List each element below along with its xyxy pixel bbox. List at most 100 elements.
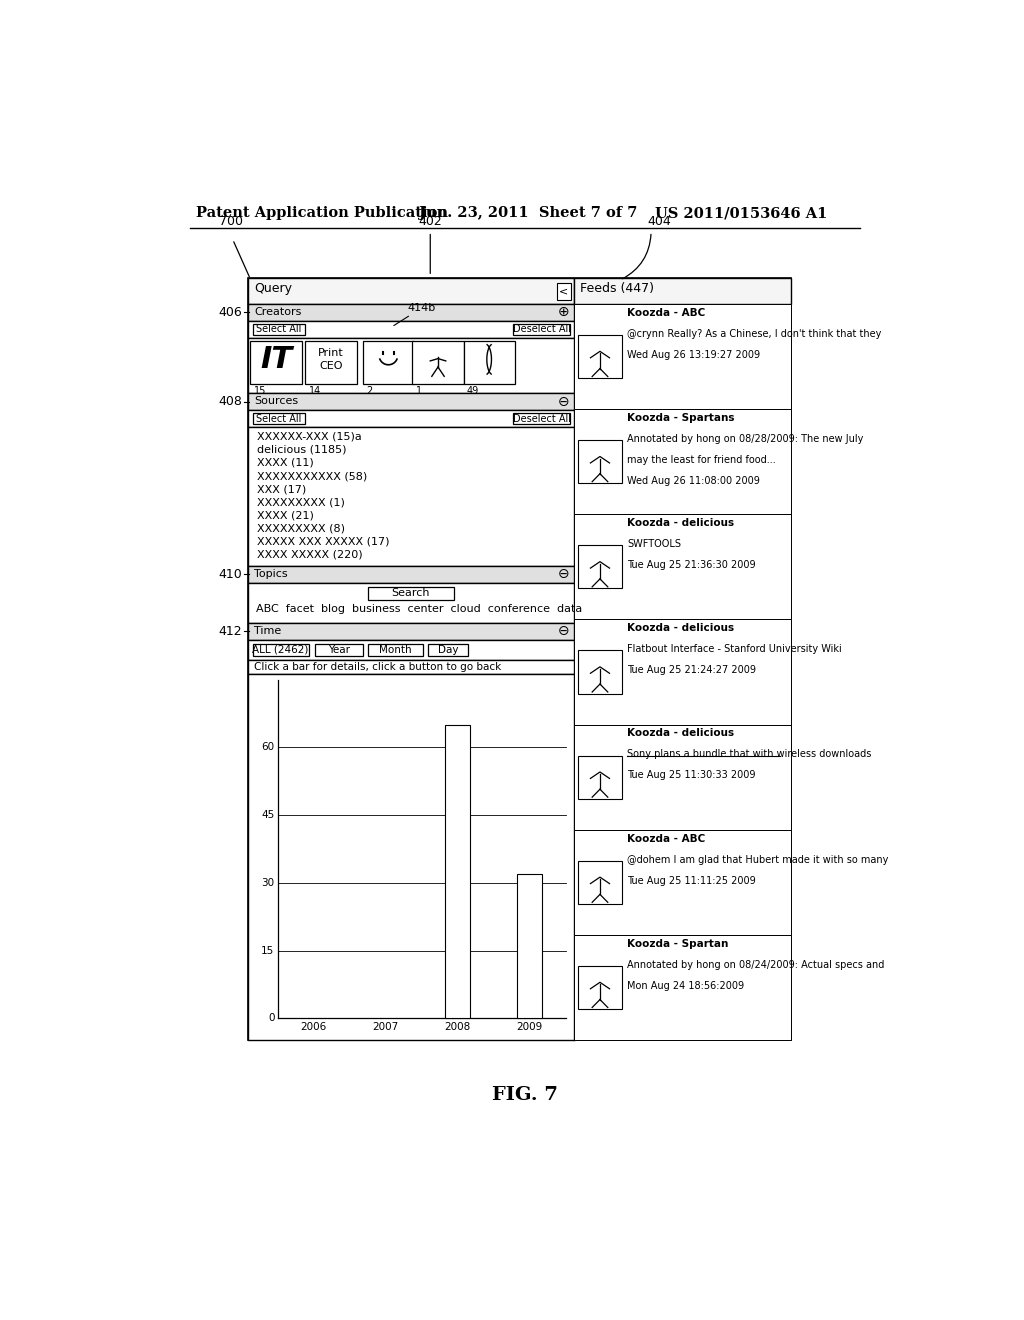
Bar <box>248 277 791 1040</box>
Text: Annotated by hong on 08/24/2009: Actual specs and: Annotated by hong on 08/24/2009: Actual … <box>627 960 885 970</box>
Bar <box>248 428 573 566</box>
Bar <box>573 725 791 830</box>
Text: Search: Search <box>391 587 430 598</box>
Text: Day: Day <box>438 644 459 655</box>
Text: XXXXXX-XXX (15)a: XXXXXX-XXX (15)a <box>257 432 362 442</box>
Text: 412: 412 <box>218 624 242 638</box>
Text: Wed Aug 26 11:08:00 2009: Wed Aug 26 11:08:00 2009 <box>627 477 760 486</box>
Bar <box>248 393 573 411</box>
Text: 15: 15 <box>254 385 266 396</box>
Text: @dohem I am glad that Hubert made it with so many: @dohem I am glad that Hubert made it wit… <box>627 854 889 865</box>
Text: 2008: 2008 <box>444 1022 471 1032</box>
Text: Click a bar for details, click a button to go back: Click a bar for details, click a button … <box>254 663 502 672</box>
Bar <box>248 277 573 304</box>
Text: Koozda - ABC: Koozda - ABC <box>627 834 706 843</box>
Bar <box>557 284 570 300</box>
Bar <box>573 830 791 935</box>
Bar <box>251 341 302 384</box>
Bar <box>248 411 573 428</box>
Text: Koozda - delicious: Koozda - delicious <box>627 623 734 634</box>
Bar <box>248 304 573 321</box>
Text: Wed Aug 26 13:19:27 2009: Wed Aug 26 13:19:27 2009 <box>627 350 760 360</box>
Text: Topics: Topics <box>254 569 288 578</box>
Bar <box>305 341 356 384</box>
Text: Koozda - Spartans: Koozda - Spartans <box>627 413 734 422</box>
Text: Koozda - Spartan: Koozda - Spartan <box>627 939 728 949</box>
Text: <: < <box>559 286 568 297</box>
Text: XXXXXXXXX (1): XXXXXXXXX (1) <box>257 498 345 507</box>
Text: XXXX (11): XXXX (11) <box>257 458 314 467</box>
Text: 2009: 2009 <box>517 1022 543 1032</box>
Bar <box>513 323 569 335</box>
Text: Print
CEO: Print CEO <box>318 347 344 371</box>
Bar <box>573 409 791 515</box>
Text: 2: 2 <box>366 385 372 396</box>
Bar <box>248 338 573 393</box>
Text: 2006: 2006 <box>300 1022 327 1032</box>
Text: 410: 410 <box>218 568 242 581</box>
Bar <box>464 341 515 384</box>
Bar <box>314 644 362 656</box>
Text: Select All: Select All <box>256 413 302 424</box>
Text: Koozda - delicious: Koozda - delicious <box>627 729 734 738</box>
Text: 1: 1 <box>416 385 422 396</box>
Text: US 2011/0153646 A1: US 2011/0153646 A1 <box>655 206 827 220</box>
Bar <box>573 277 791 304</box>
Bar <box>253 644 308 656</box>
Text: Deselect All: Deselect All <box>513 413 570 424</box>
Bar <box>248 623 573 640</box>
Text: Year: Year <box>328 644 350 655</box>
Text: 30: 30 <box>261 878 274 888</box>
Text: Select All: Select All <box>256 325 302 334</box>
Bar <box>579 861 622 904</box>
Text: ⊖: ⊖ <box>558 568 569 581</box>
Bar <box>362 341 414 384</box>
Bar <box>253 323 305 335</box>
Text: 404: 404 <box>647 215 671 227</box>
Bar <box>573 619 791 725</box>
Bar <box>579 440 622 483</box>
Text: Sony plans a bundle that with wireless downloads: Sony plans a bundle that with wireless d… <box>627 750 871 759</box>
Text: Tue Aug 25 11:30:33 2009: Tue Aug 25 11:30:33 2009 <box>627 771 756 780</box>
Text: Flatbout Interface - Stanford University Wiki: Flatbout Interface - Stanford University… <box>627 644 842 655</box>
Bar <box>579 545 622 589</box>
Text: Koozda - delicious: Koozda - delicious <box>627 519 734 528</box>
Text: Feeds (447): Feeds (447) <box>580 282 654 296</box>
Text: 414b: 414b <box>407 304 435 313</box>
Text: Jun. 23, 2011  Sheet 7 of 7: Jun. 23, 2011 Sheet 7 of 7 <box>419 206 637 220</box>
Text: Time: Time <box>254 626 282 636</box>
Text: may the least for friend food...: may the least for friend food... <box>627 455 776 465</box>
Text: ⊕: ⊕ <box>558 305 569 319</box>
Text: 15: 15 <box>261 945 274 956</box>
Text: SWFTOOLS: SWFTOOLS <box>627 539 681 549</box>
Text: XXXXXXXXXXX (58): XXXXXXXXXXX (58) <box>257 471 368 480</box>
Text: Query: Query <box>254 282 292 296</box>
Text: XXXXX XXX XXXXX (17): XXXXX XXX XXXXX (17) <box>257 536 390 546</box>
Text: Month: Month <box>379 644 412 655</box>
Text: XXX (17): XXX (17) <box>257 484 306 494</box>
Bar <box>248 640 573 660</box>
Text: @crynn Really? As a Chinese, I don't think that they: @crynn Really? As a Chinese, I don't thi… <box>627 329 882 339</box>
Bar <box>573 304 791 409</box>
Text: ⊖: ⊖ <box>558 395 569 409</box>
Text: 0: 0 <box>268 1014 274 1023</box>
Bar <box>248 582 573 623</box>
Text: 45: 45 <box>261 810 274 820</box>
Text: 14: 14 <box>308 385 321 396</box>
Text: ⊖: ⊖ <box>558 624 569 638</box>
Bar <box>579 651 622 693</box>
Bar <box>579 966 622 1008</box>
Bar <box>428 644 468 656</box>
Text: 2007: 2007 <box>373 1022 398 1032</box>
Text: Koozda - ABC: Koozda - ABC <box>627 308 706 318</box>
Text: Tue Aug 25 21:24:27 2009: Tue Aug 25 21:24:27 2009 <box>627 665 756 676</box>
Text: Deselect All: Deselect All <box>513 325 570 334</box>
Text: 700: 700 <box>219 215 243 227</box>
Bar <box>573 935 791 1040</box>
Text: 49: 49 <box>467 385 479 396</box>
Text: XXXXXXXXX (8): XXXXXXXXX (8) <box>257 524 345 533</box>
Text: 408: 408 <box>218 395 242 408</box>
Text: Patent Application Publication: Patent Application Publication <box>197 206 449 220</box>
Bar <box>517 874 543 1019</box>
Bar <box>369 644 423 656</box>
